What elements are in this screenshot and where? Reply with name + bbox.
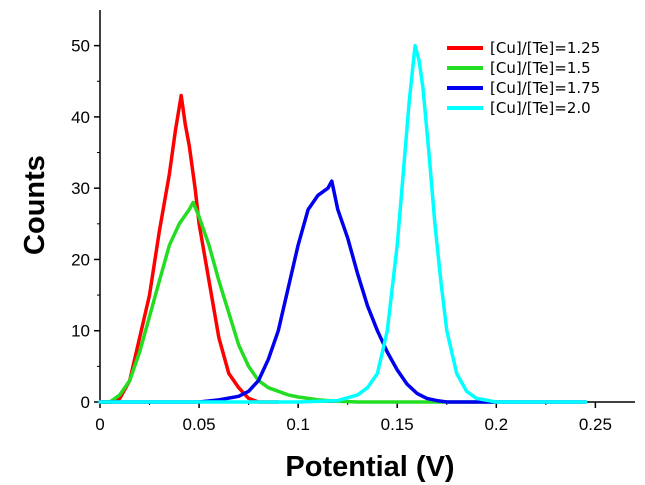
x-axis-ticks: 0 0.05 0.1 0.15 0.2 0.25 xyxy=(95,402,612,434)
y-tick-label: 20 xyxy=(71,250,90,269)
legend-label: [Cu]/[Te]=1.25 xyxy=(490,39,600,57)
y-tick-label: 0 xyxy=(81,393,90,412)
y-tick-label: 40 xyxy=(71,108,90,127)
legend-label: [Cu]/[Te]=1.5 xyxy=(490,59,591,77)
series-line xyxy=(98,93,281,404)
y-tick-label: 30 xyxy=(71,179,90,198)
y-tick-label: 50 xyxy=(71,37,90,56)
legend: [Cu]/[Te]=1.25 [Cu]/[Te]=1.5 [Cu]/[Te]=1.7… xyxy=(447,39,600,117)
x-axis-title: Potential (V) xyxy=(285,451,454,483)
y-axis-title: Counts xyxy=(19,155,51,255)
series-line xyxy=(98,43,588,404)
plot-area: 0 10 20 30 40 50 0 0.05 0.1 0.15 0.2 0.25 xyxy=(71,10,635,434)
legend-label: [Cu]/[Te]=2.0 xyxy=(490,99,591,117)
x-tick-label: 0.25 xyxy=(579,415,612,434)
x-tick-label: 0 xyxy=(95,415,104,434)
series-line xyxy=(98,179,588,404)
x-tick-label: 0.05 xyxy=(183,415,216,434)
series-lines xyxy=(98,43,588,404)
series-line xyxy=(98,200,499,404)
y-axis-ticks: 0 10 20 30 40 50 xyxy=(71,37,100,412)
y-tick-label: 10 xyxy=(71,322,90,341)
legend-label: [Cu]/[Te]=1.75 xyxy=(490,79,600,97)
x-tick-label: 0.1 xyxy=(286,415,310,434)
x-tick-label: 0.2 xyxy=(484,415,508,434)
x-tick-label: 0.15 xyxy=(381,415,414,434)
